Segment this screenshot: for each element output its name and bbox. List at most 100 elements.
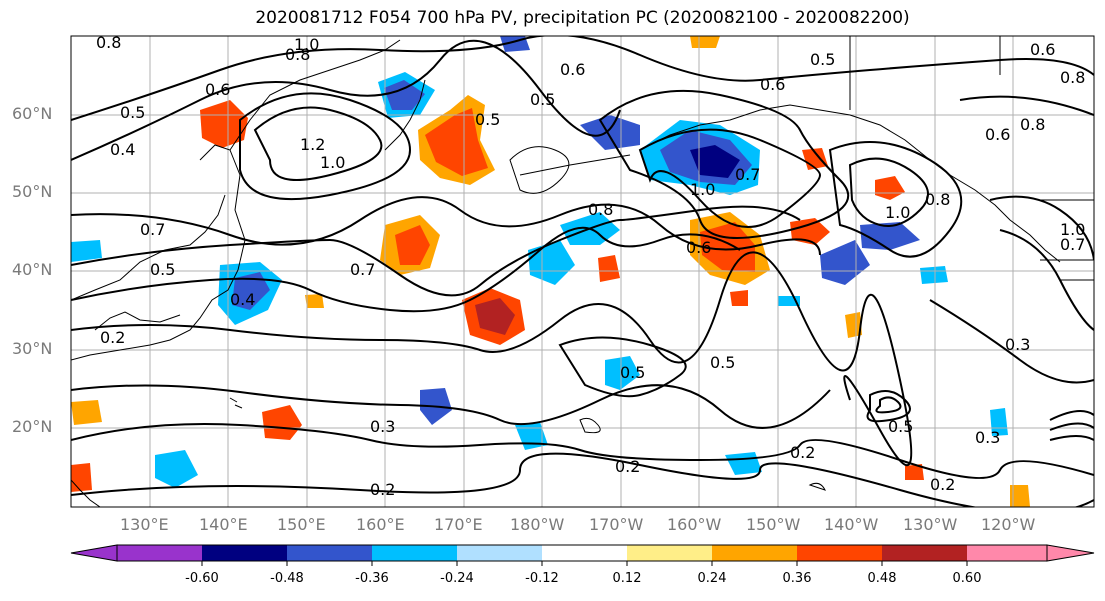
colorbar-tick-label: -0.12 [525, 571, 559, 586]
precip-neg-blob [690, 145, 740, 178]
contour-label: 0.7 [350, 260, 375, 279]
contour-label: 0.5 [620, 363, 645, 382]
precip-neg-blob [384, 80, 425, 110]
contour-label: 0.3 [1005, 335, 1030, 354]
precip-pos-blob [71, 400, 102, 425]
precip-pos-blob [425, 108, 488, 176]
colorbar-tick-label: -0.60 [185, 571, 219, 586]
precip-pos-blob [802, 148, 828, 170]
contour-label: 0.8 [588, 200, 613, 219]
contour-label: 1.2 [300, 135, 325, 154]
precip-pos-blob [690, 36, 720, 48]
colorbar-swatch [70, 544, 118, 562]
precip-pos-blob [262, 405, 302, 440]
lon-label: 160°W [667, 515, 722, 534]
contour-label: 0.5 [810, 50, 835, 69]
precip-pos-blob [305, 294, 324, 308]
colorbar-swatch [457, 545, 542, 561]
precip-neg-blob [820, 240, 870, 285]
contour-label: 1.0 [320, 153, 345, 172]
contour-label: 0.6 [760, 75, 785, 94]
colorbar-swatch [1046, 544, 1095, 562]
precip-pos-blob [475, 298, 515, 335]
contour-label: 0.5 [475, 110, 500, 129]
thin-contours [509, 146, 826, 491]
contour-label: 0.6 [1030, 40, 1055, 59]
precip-pos-blob [730, 290, 748, 306]
colorbar-swatch [372, 545, 457, 561]
lat-label: 20°N [12, 417, 53, 436]
precip-pos-blob [905, 464, 924, 480]
contour-label: 0.6 [560, 60, 585, 79]
lat-label: 40°N [12, 260, 53, 279]
contour-label: 0.8 [1020, 115, 1045, 134]
contour-labels: 0.8 1.0 0.8 0.6 0.5 0.4 1.2 1.0 0.6 0.5 … [96, 35, 1085, 499]
contour-label: 0.7 [1060, 235, 1085, 254]
lat-label: 60°N [12, 104, 53, 123]
contour-label: 1.0 [294, 35, 319, 54]
lon-label: 130°E [120, 515, 169, 534]
pv-contours [71, 36, 1094, 507]
colorbar-tick-label: 0.24 [697, 571, 727, 586]
colorbar-swatch [202, 545, 287, 561]
contour-label: 0.2 [930, 475, 955, 494]
contour-label: 0.6 [985, 125, 1010, 144]
colorbar-swatch [542, 545, 627, 561]
precip-pos-blob [200, 100, 248, 148]
lon-label: 120°W [981, 515, 1036, 534]
precip-pos-blob [790, 218, 830, 245]
precip-neg-blob [155, 450, 198, 488]
contour-label: 1.0 [1060, 220, 1085, 239]
colorbar-swatch [882, 545, 967, 561]
precip-neg-blob [860, 222, 920, 250]
precip-pos-blob [598, 255, 620, 282]
contour-label: 0.3 [975, 428, 1000, 447]
contour-label: 0.2 [615, 457, 640, 476]
lon-label: 160°E [356, 515, 405, 534]
colorbar [70, 544, 1095, 566]
contour-label: 0.3 [370, 417, 395, 436]
contour-label: 0.5 [120, 103, 145, 122]
contour-label: 0.6 [686, 238, 711, 257]
colorbar-swatch [712, 545, 797, 561]
contour-label: 0.2 [790, 443, 815, 462]
precip-pos-blob [1010, 485, 1030, 507]
lon-label: 170°W [589, 515, 644, 534]
contour-label: 0.5 [150, 260, 175, 279]
contour-label: 0.8 [285, 45, 310, 64]
precip-neg-blob [580, 115, 640, 150]
precip-neg-blob [990, 408, 1008, 436]
lon-label: 140°W [824, 515, 879, 534]
contour-label: 0.4 [110, 140, 135, 159]
graticule [71, 36, 1094, 507]
lon-label: 150°E [277, 515, 326, 534]
colorbar-swatch [967, 545, 1047, 561]
contour-label: 0.2 [370, 480, 395, 499]
lat-label: 30°N [12, 339, 53, 358]
contour-label: 0.7 [735, 165, 760, 184]
contour-label: 0.5 [710, 353, 735, 372]
colorbar-swatch [627, 545, 712, 561]
precip-pos-blob [845, 312, 862, 338]
contour-label: 0.2 [100, 328, 125, 347]
precip-pos-blob [395, 225, 430, 265]
colorbar-tick-label: -0.48 [270, 571, 304, 586]
colorbar-swatch [287, 545, 372, 561]
precip-pos-blob [875, 176, 905, 200]
precip-pos-blob [71, 463, 92, 492]
precip-shading [71, 36, 1030, 507]
colorbar-swatch [117, 545, 202, 561]
colorbar-tick-label: 0.36 [782, 571, 812, 586]
colorbar-tick-label: -0.24 [440, 571, 474, 586]
figure-title: 2020081712 F054 700 hPa PV, precipitatio… [255, 8, 910, 28]
precip-neg-blob [71, 240, 102, 262]
lon-label: 180°W [510, 515, 565, 534]
colorbar-tick-label: 0.12 [612, 571, 642, 586]
lon-label: 130°W [903, 515, 958, 534]
contour-label: 0.5 [888, 417, 913, 436]
colorbar-tick-label: 0.60 [952, 571, 982, 586]
contour-label: 0.5 [530, 90, 555, 109]
lon-label: 150°W [746, 515, 801, 534]
